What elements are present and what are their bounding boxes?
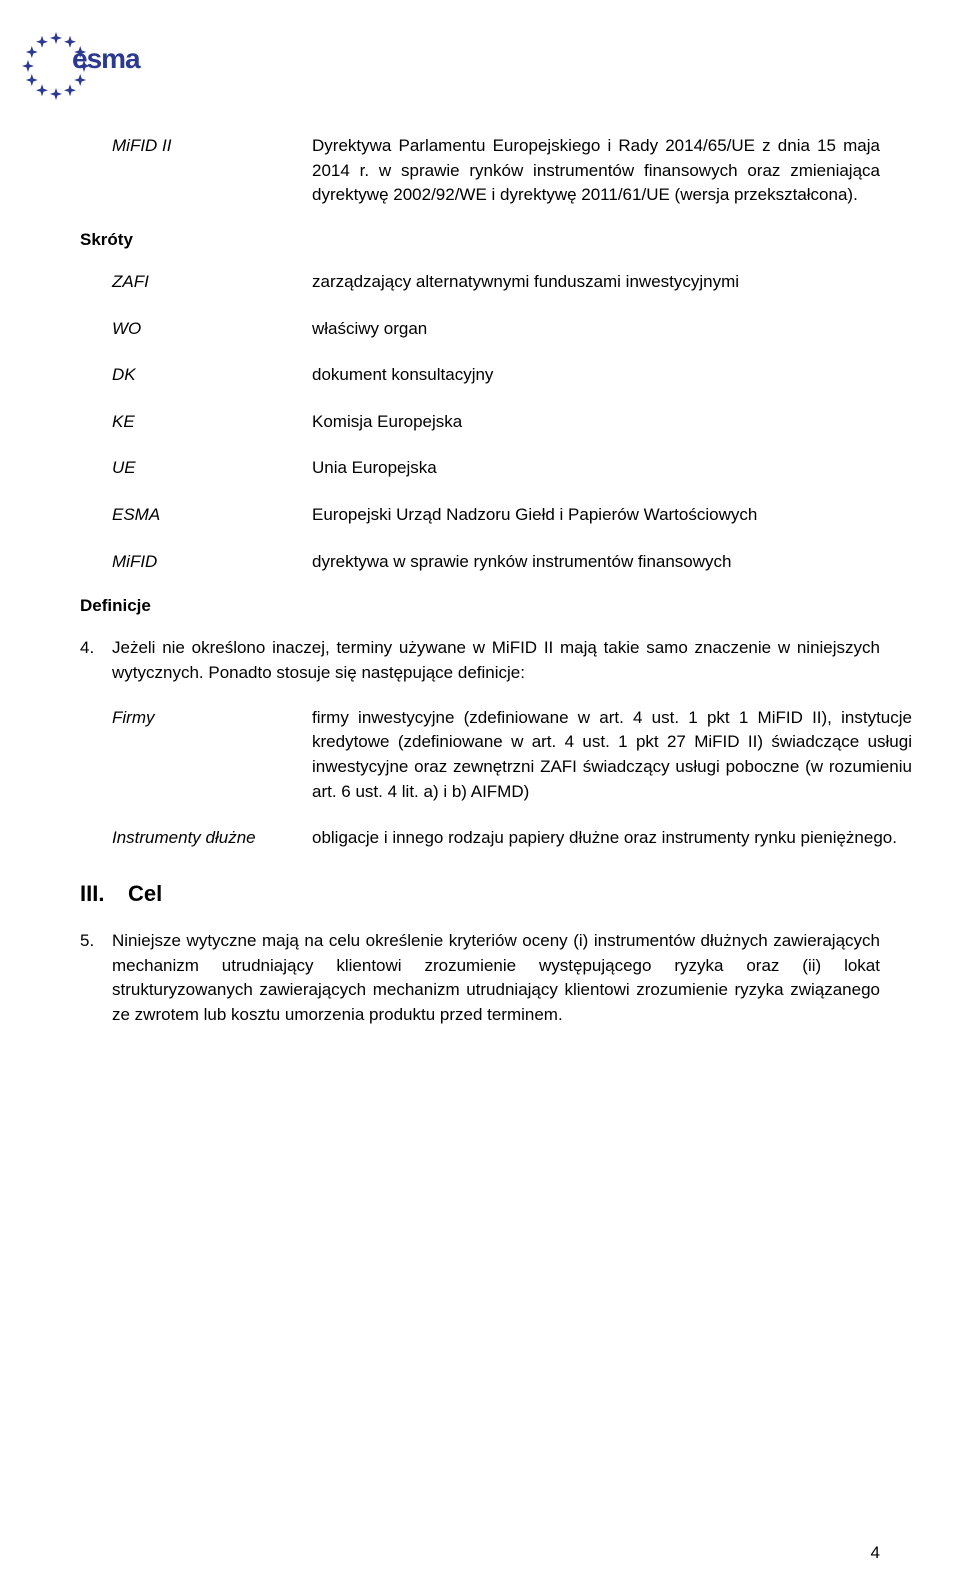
definition-term: KE — [112, 410, 312, 435]
numbered-paragraph-5: 5. Niniejsze wytyczne mają na celu okreś… — [80, 929, 880, 1028]
definition-term: Firmy — [112, 706, 312, 731]
definition-row: WO właściwy organ — [112, 317, 912, 342]
paragraph-text: Jeżeli nie określono inaczej, terminy uż… — [112, 636, 880, 685]
esma-logo-svg: esma — [20, 24, 160, 104]
page-number: 4 — [871, 1543, 880, 1563]
heading-title: Cel — [128, 881, 162, 907]
definition-term: ZAFI — [112, 270, 312, 295]
definition-row: KE Komisja Europejska — [112, 410, 912, 435]
definition-def: właściwy organ — [312, 317, 912, 342]
definition-def: Europejski Urząd Nadzoru Giełd i Papieró… — [312, 503, 912, 528]
definition-row: Firmy firmy inwestycyjne (zdefiniowane w… — [112, 706, 912, 805]
definition-def: dyrektywa w sprawie rynków instrumentów … — [312, 550, 912, 575]
abbreviations-list: ZAFI zarządzający alternatywnymi fundusz… — [112, 270, 912, 574]
definition-row: Instrumenty dłużne obligacje i innego ro… — [112, 826, 912, 851]
paragraph-number: 4. — [80, 636, 112, 685]
definition-term: MiFID — [112, 550, 312, 575]
paragraph-number: 5. — [80, 929, 112, 1028]
paragraph-text: Niniejsze wytyczne mają na celu określen… — [112, 929, 880, 1028]
definition-def: dokument konsultacyjny — [312, 363, 912, 388]
definition-term: UE — [112, 456, 312, 481]
definition-row: UE Unia Europejska — [112, 456, 912, 481]
definition-term: Instrumenty dłużne — [112, 826, 312, 851]
definition-def: obligacje i innego rodzaju papiery dłużn… — [312, 826, 912, 851]
definition-def: Dyrektywa Parlamentu Europejskiego i Rad… — [312, 134, 880, 208]
definition-term: MiFID II — [112, 134, 312, 159]
definition-row: MiFID dyrektywa w sprawie rynków instrum… — [112, 550, 912, 575]
section-label-skroty: Skróty — [80, 230, 880, 250]
definition-row: DK dokument konsultacyjny — [112, 363, 912, 388]
numbered-paragraph-4: 4. Jeżeli nie określono inaczej, terminy… — [80, 636, 880, 685]
definition-term: DK — [112, 363, 312, 388]
definition-def: zarządzający alternatywnymi funduszami i… — [312, 270, 912, 295]
heading-cel: III. Cel — [80, 881, 880, 907]
esma-logo: esma — [20, 24, 880, 104]
heading-roman: III. — [80, 881, 128, 907]
definition-row: ZAFI zarządzający alternatywnymi fundusz… — [112, 270, 912, 295]
page: esma MiFID II Dyrektywa Parlamentu Europ… — [0, 0, 960, 1593]
definition-term: ESMA — [112, 503, 312, 528]
top-definition-block: MiFID II Dyrektywa Parlamentu Europejski… — [112, 134, 880, 208]
definition-def: firmy inwestycyjne (zdefiniowane w art. … — [312, 706, 912, 805]
definitions-list: Firmy firmy inwestycyjne (zdefiniowane w… — [112, 706, 912, 851]
definition-term: WO — [112, 317, 312, 342]
definition-row: MiFID II Dyrektywa Parlamentu Europejski… — [112, 134, 880, 208]
definition-def: Unia Europejska — [312, 456, 912, 481]
definition-def: Komisja Europejska — [312, 410, 912, 435]
definition-row: ESMA Europejski Urząd Nadzoru Giełd i Pa… — [112, 503, 912, 528]
section-label-definicje: Definicje — [80, 596, 880, 616]
esma-logo-text: esma — [72, 43, 141, 74]
